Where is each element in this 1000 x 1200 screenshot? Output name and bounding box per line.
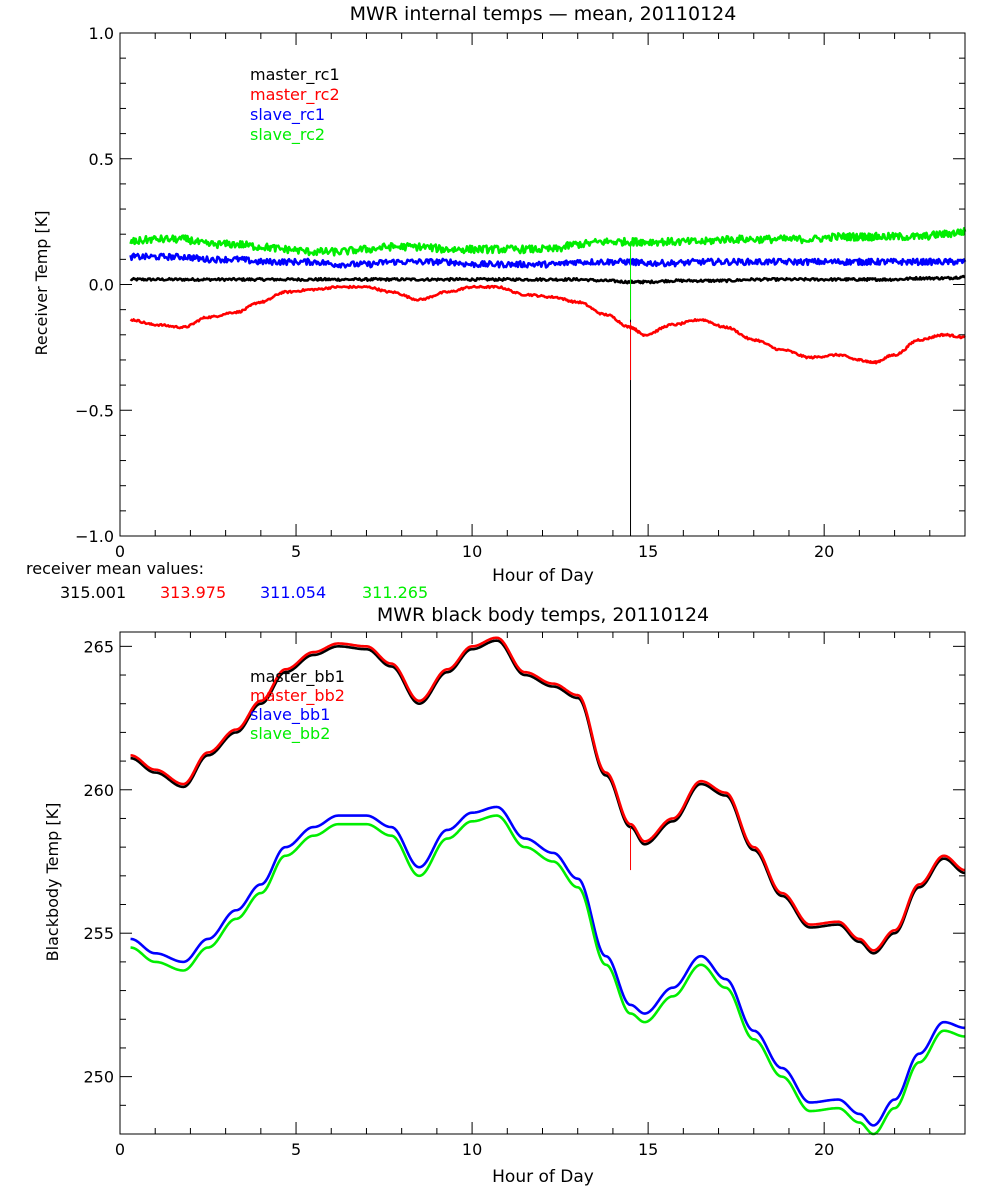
blackbody-series [130,636,966,1136]
blackbody-x-axis-label: Hour of Day [492,1167,594,1187]
receiver-x-tick-label: 5 [291,542,301,561]
series-line-slave-rc2 [129,227,967,257]
blackbody-axis-ticks: 0 5 10 15 20 250 255 260 265 [83,632,966,1159]
receiver-y-tick-label: −0.5 [75,401,114,420]
legend-slave-rc2: slave_rc2 [250,125,325,145]
series-line-master-bb2 [130,636,966,952]
blackbody-x-tick-label: 10 [462,1140,482,1159]
receiver-mean-values: receiver mean values: 315.001 313.975 31… [26,559,428,602]
blackbody-x-tick-label: 15 [638,1140,658,1159]
receiver-y-tick-label: 0.0 [89,276,114,295]
series-line-slave-bb1 [130,805,966,1127]
mean-value-master-rc2: 313.975 [160,583,226,602]
blackbody-y-tick-label: 260 [83,781,114,800]
mean-value-slave-rc1: 311.054 [260,583,326,602]
receiver-x-tick-label: 0 [115,542,125,561]
blackbody-x-tick-label: 5 [291,1140,301,1159]
mean-value-slave-rc2: 311.265 [362,583,428,602]
mean-value-master-rc1: 315.001 [60,583,126,602]
series-line-slave-rc1 [129,252,967,269]
receiver-x-axis-label: Hour of Day [492,566,594,586]
blackbody-y-axis-label: Blackbody Temp [K] [43,803,62,962]
blackbody-plot-frame [119,631,966,1135]
legend-slave-rc1: slave_rc1 [250,105,325,125]
receiver-axis-ticks: 0 5 10 15 20 −1.0 −0.5 0.0 0.5 1.0 [75,24,966,561]
receiver-mean-values-label: receiver mean values: [26,559,204,578]
series-line-master-rc2 [129,284,966,365]
legend-master-rc1: master_rc1 [250,65,340,85]
receiver-y-tick-label: 1.0 [89,24,114,43]
receiver-y-tick-label: −1.0 [75,527,114,546]
receiver-x-tick-label: 15 [638,542,658,561]
receiver-y-axis-label: Receiver Temp [K] [32,210,51,355]
series-line-slave-bb2 [130,814,966,1136]
receiver-x-tick-label: 20 [814,542,834,561]
blackbody-temp-panel: MWR black body temps, 20110124 Blackbody… [43,604,966,1187]
blackbody-chart-title: MWR black body temps, 20110124 [377,604,709,626]
legend-master-bb2: master_bb2 [250,686,345,706]
legend-master-bb1: master_bb1 [250,667,345,687]
series-line-master-rc1 [129,274,966,285]
legend-slave-bb1: slave_bb1 [250,705,330,725]
blackbody-x-tick-label: 20 [814,1140,834,1159]
legend-master-rc2: master_rc2 [250,85,340,105]
blackbody-x-tick-label: 0 [115,1140,125,1159]
receiver-plot-frame [119,32,966,537]
receiver-y-tick-label: 0.5 [89,150,114,169]
blackbody-y-tick-label: 255 [83,924,114,943]
blackbody-y-tick-label: 250 [83,1068,114,1087]
blackbody-y-tick-label: 265 [83,637,114,656]
receiver-x-tick-label: 10 [462,542,482,561]
receiver-series [129,227,967,536]
receiver-temp-panel: MWR internal temps — mean, 20110124 Rece… [32,3,967,586]
receiver-chart-title: MWR internal temps — mean, 20110124 [350,3,737,25]
legend-slave-bb2: slave_bb2 [250,724,330,744]
